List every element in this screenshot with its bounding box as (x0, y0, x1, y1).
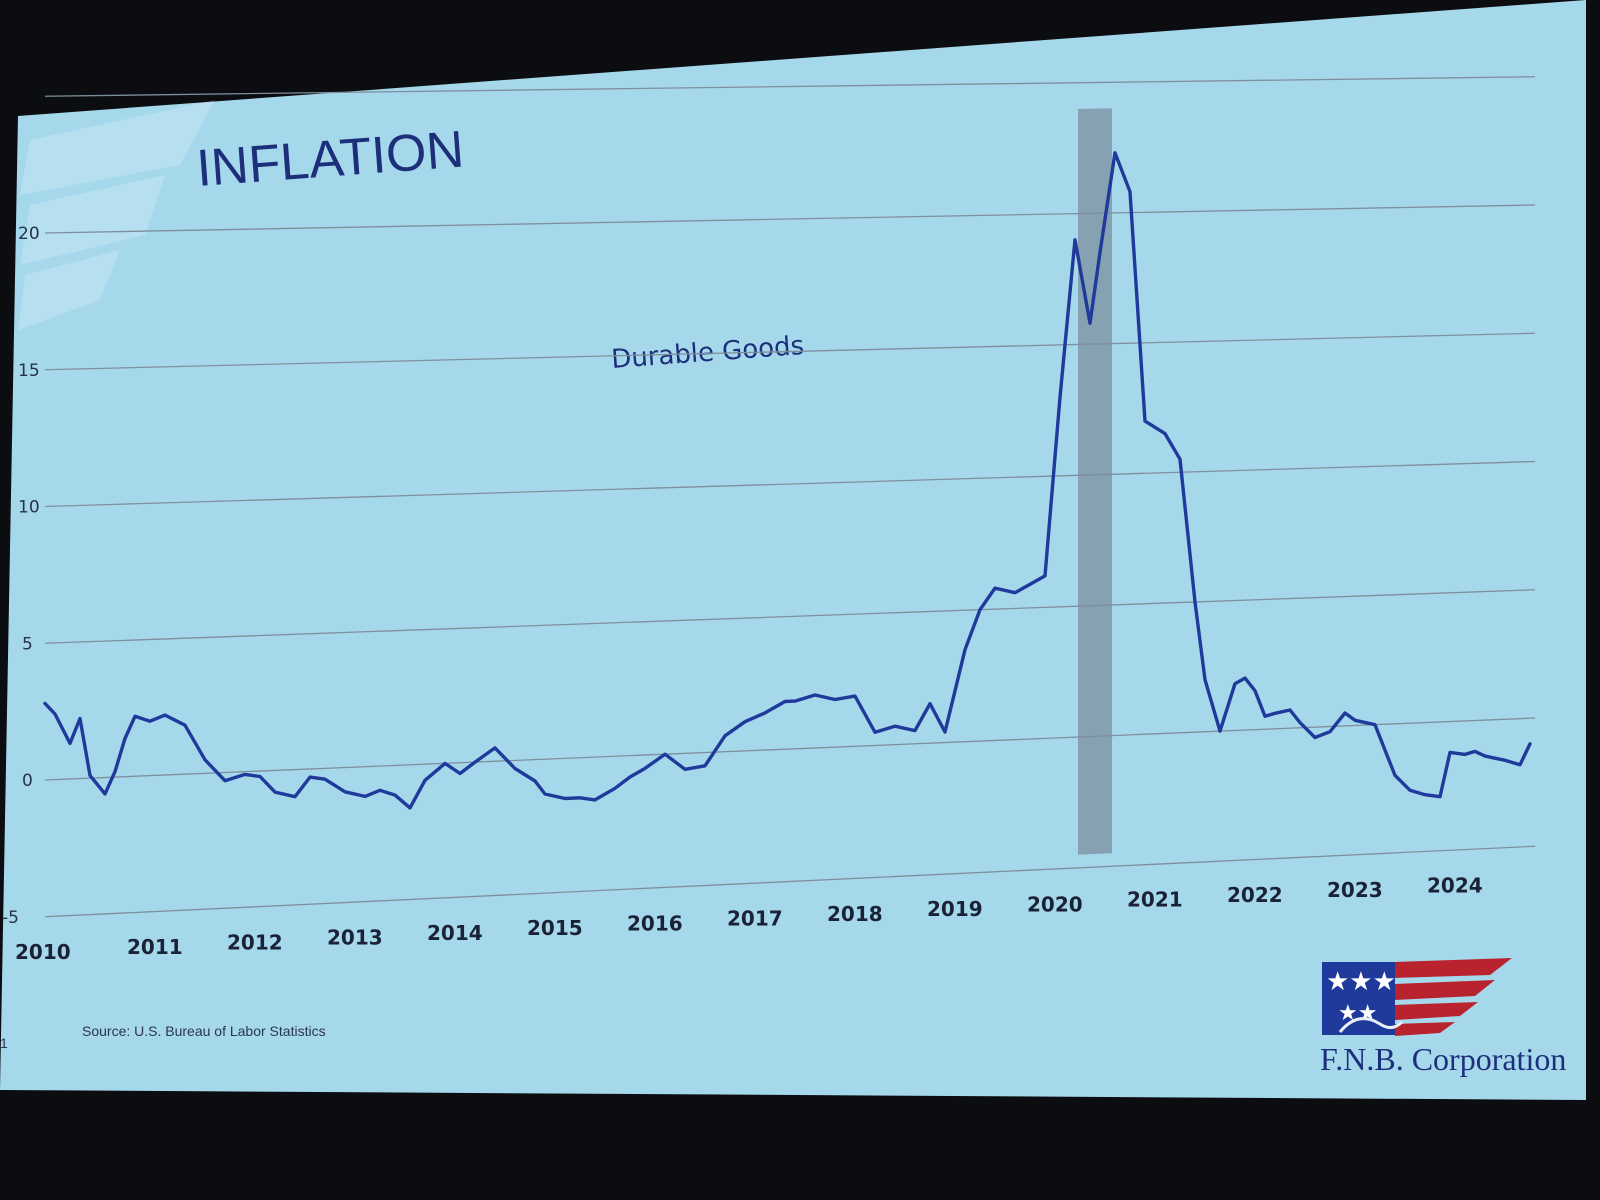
x-tick-label: 2023 (1327, 878, 1383, 902)
x-tick-label: 2021 (1127, 888, 1183, 912)
x-tick-label: 2017 (727, 907, 783, 931)
x-tick-label: 2024 (1427, 874, 1483, 898)
x-tick-label: 2011 (127, 935, 183, 959)
x-tick-label: 2015 (527, 916, 583, 940)
x-tick-label: 2010 (15, 940, 71, 964)
gridline (44, 76, 1536, 97)
gridline (44, 717, 1536, 781)
x-tick-label: 2022 (1227, 883, 1283, 907)
gridline (44, 845, 1536, 918)
svg-text:★★: ★★ (1338, 1001, 1377, 1026)
y-tick-label: 10 (18, 498, 40, 518)
y-tick-label: 15 (18, 361, 40, 381)
y-tick-label: -5 (2, 908, 19, 928)
gridline (44, 460, 1536, 508)
x-tick-label: 2019 (927, 897, 983, 921)
y-axis-ticks: -5 0 5 10 15 20 (2, 224, 40, 928)
x-tick-label: 2012 (227, 930, 283, 954)
page-mark: 1 (0, 1035, 8, 1051)
x-tick-label: 2018 (827, 902, 883, 926)
gridline (44, 332, 1536, 371)
y-tick-label: 5 (22, 634, 33, 654)
y-tick-label: 20 (18, 224, 40, 244)
x-axis-ticks: 2010 2011 2012 2013 2014 2015 2016 2017 2018 2019… (15, 874, 1483, 964)
durable-goods-line (43, 151, 1532, 810)
watermark-logo (18, 100, 215, 330)
source-note: Source: U.S. Bureau of Labor Statistics (82, 1023, 326, 1039)
recession-band (1078, 108, 1112, 855)
gridline (44, 589, 1536, 644)
gridlines (44, 76, 1536, 918)
svg-text:★★★: ★★★ (1326, 967, 1396, 997)
brand-name: F.N.B. Corporation (1320, 1041, 1566, 1077)
x-tick-label: 2014 (427, 921, 483, 945)
x-tick-label: 2013 (327, 926, 383, 950)
x-tick-label: 2020 (1027, 892, 1083, 916)
series-layer (43, 151, 1532, 810)
flag-handshake-logo: ★★★ ★★ (1322, 958, 1512, 1036)
x-tick-label: 2016 (627, 911, 683, 935)
y-tick-label: 0 (22, 771, 33, 791)
slide-background (0, 0, 1586, 1100)
recession-band-layer (1078, 108, 1112, 855)
gridline (44, 204, 1536, 234)
